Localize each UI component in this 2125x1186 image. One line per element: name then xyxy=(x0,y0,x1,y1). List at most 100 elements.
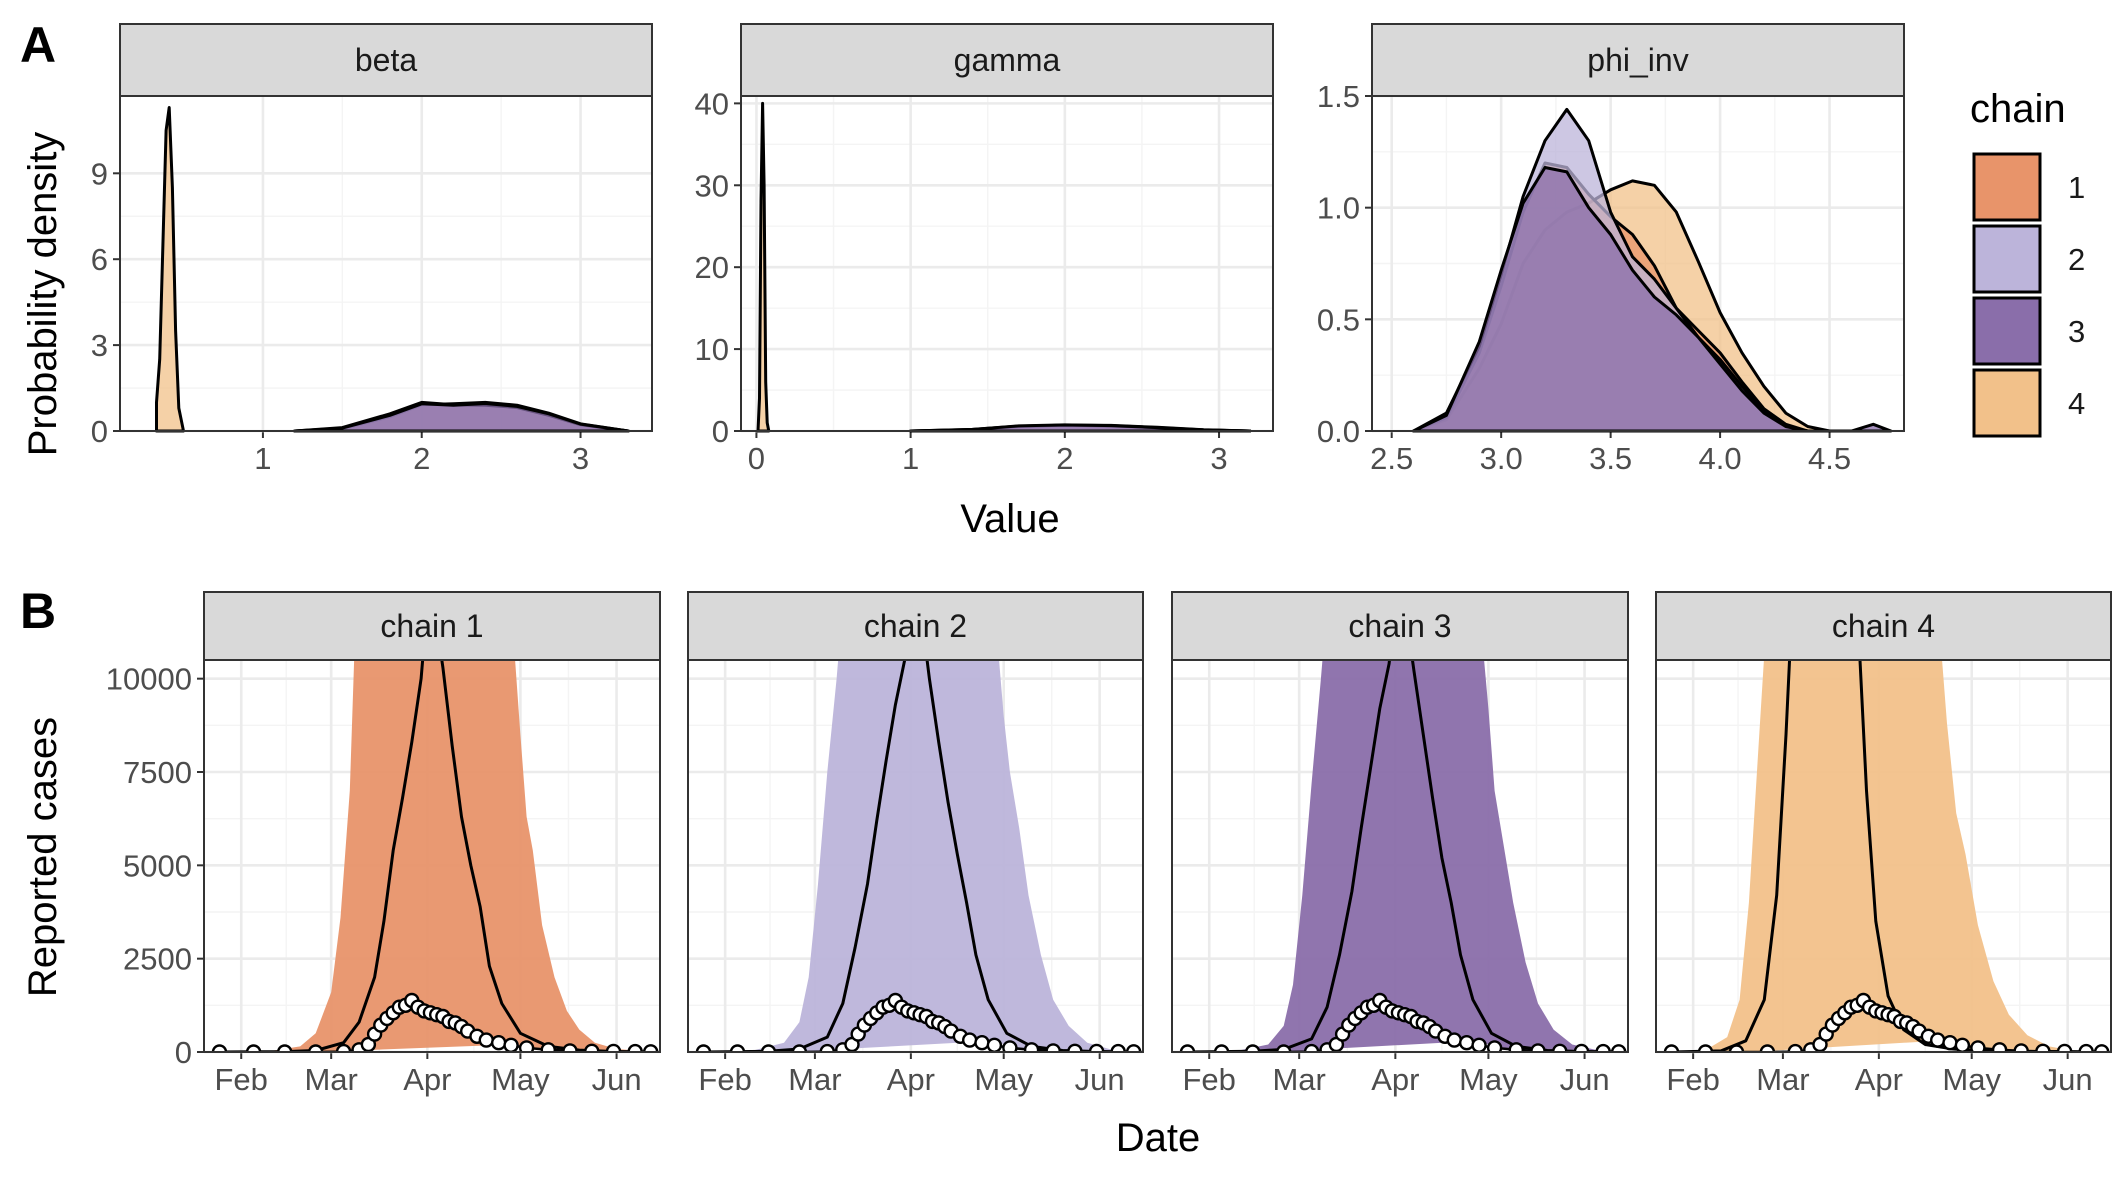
cases-facet-chain-1: Feb Mar Apr May Jun 0 2500 5000 7500 10000 chain 1 xyxy=(106,591,661,1097)
panel-a-y-axis-title: Probability density xyxy=(21,132,65,457)
x-tick-label: Apr xyxy=(1371,1062,1419,1097)
density-area-chain-3 xyxy=(293,402,630,433)
y-tick-label: 2500 xyxy=(123,942,192,977)
chain-legend: chain 1 2 3 4 xyxy=(1970,87,2085,438)
x-tick-label: Feb xyxy=(1666,1062,1719,1097)
x-tick-label: Feb xyxy=(215,1062,268,1097)
panel-a-x-axis-title: Value xyxy=(960,497,1059,541)
observed-point xyxy=(1486,1040,1503,1052)
x-tick-label: Apr xyxy=(403,1062,451,1097)
observed-point xyxy=(491,1034,507,1051)
legend-key-chain-2 xyxy=(1972,224,2042,294)
density-facet-phi_inv: 2.5 3.0 3.5 4.0 4.5 0.0 0.5 1.0 1.5 phi_inv xyxy=(1317,23,1905,476)
observed-point xyxy=(1728,1044,1745,1052)
observed-point xyxy=(1759,1044,1776,1052)
observed-point xyxy=(1954,1037,1971,1052)
x-tick-label: Mar xyxy=(1756,1062,1809,1097)
observed-point xyxy=(540,1042,556,1052)
x-tick-label: 3.0 xyxy=(1480,441,1523,476)
density-area-chain-4 xyxy=(155,106,185,433)
y-tick-label: 7500 xyxy=(123,755,192,790)
y-tick-label: 1.5 xyxy=(1317,79,1360,114)
facet-strip xyxy=(687,591,1144,661)
x-tick-label: May xyxy=(1459,1062,1518,1097)
x-tick-label: 1 xyxy=(902,441,919,476)
observed-point xyxy=(1929,1032,1946,1048)
x-tick-label: Apr xyxy=(1855,1062,1903,1097)
facet-strip-label: chain 2 xyxy=(864,608,967,644)
observed-point xyxy=(518,1040,535,1052)
facet-strip xyxy=(203,591,661,661)
x-tick-label: 3 xyxy=(1210,441,1227,476)
observed-point xyxy=(1970,1040,1986,1052)
panel-b-y-axis-title: Reported cases xyxy=(21,717,65,997)
y-tick-label: 0.0 xyxy=(1317,414,1360,449)
x-tick-label: Jun xyxy=(592,1062,642,1097)
observed-point xyxy=(277,1044,293,1052)
x-tick-label: Jun xyxy=(2043,1062,2093,1097)
facet-strip xyxy=(1371,23,1905,97)
legend-label-chain-2: 2 xyxy=(2068,242,2085,277)
x-tick-label: Feb xyxy=(1183,1062,1236,1097)
observed-point xyxy=(1471,1037,1487,1052)
legend-label-chain-1: 1 xyxy=(2068,170,2085,205)
observed-point xyxy=(478,1032,494,1048)
y-tick-label: 0 xyxy=(91,414,108,449)
prediction-band-chain-4 xyxy=(1671,660,2102,1052)
x-tick-label: 1 xyxy=(254,441,271,476)
facet-plot-area xyxy=(211,660,659,1052)
x-tick-label: Apr xyxy=(887,1062,935,1097)
observed-point xyxy=(760,1044,777,1052)
observed-point xyxy=(1276,1044,1292,1052)
facet-strip xyxy=(740,23,1274,97)
facet-strip-label: chain 4 xyxy=(1832,608,1935,644)
y-tick-label: 20 xyxy=(695,250,729,285)
prediction-band-chain-1 xyxy=(219,660,651,1052)
x-tick-label: Jun xyxy=(1560,1062,1610,1097)
y-tick-label: 0 xyxy=(712,414,729,449)
facet-plot-area xyxy=(1663,660,2110,1052)
observed-point xyxy=(1023,1042,1040,1052)
panel-b-x-axis-title: Date xyxy=(1116,1116,1201,1160)
x-tick-label: 2.5 xyxy=(1370,441,1413,476)
observed-point xyxy=(1942,1034,1958,1051)
panel-tag-b: B xyxy=(20,583,56,639)
observed-point xyxy=(695,1044,712,1052)
cases-facet-chain-3: Feb Mar Apr May Jun chain 3 xyxy=(1171,591,1629,1097)
x-tick-label: Mar xyxy=(304,1062,357,1097)
panel-tag-a: A xyxy=(20,17,56,73)
x-tick-label: May xyxy=(491,1062,550,1097)
observed-point xyxy=(1663,1044,1680,1052)
median-line-chain-3 xyxy=(1187,660,1619,1052)
density-area-chain-4 xyxy=(756,101,771,433)
observed-point xyxy=(1697,1044,1714,1052)
observed-point xyxy=(1213,1044,1230,1052)
y-tick-label: 10 xyxy=(695,332,729,367)
legend-title: chain xyxy=(1970,87,2066,131)
observed-point xyxy=(1179,1044,1196,1052)
observed-point xyxy=(986,1037,1003,1052)
x-tick-label: 3 xyxy=(572,441,589,476)
x-tick-label: Jun xyxy=(1075,1062,1125,1097)
facet-strip-label: phi_inv xyxy=(1587,42,1688,78)
observed-point xyxy=(1508,1042,1524,1052)
facet-strip xyxy=(119,23,653,97)
y-tick-label: 10000 xyxy=(106,662,192,697)
observed-point xyxy=(1530,1043,1546,1052)
facet-strip-label: chain 3 xyxy=(1348,608,1451,644)
observed-point xyxy=(503,1037,519,1052)
observed-point xyxy=(974,1034,990,1051)
panel-b-reported-cases: Feb Mar Apr May Jun 0 2500 5000 7500 10000 chain 1… xyxy=(106,591,2112,1097)
y-tick-label: 30 xyxy=(695,168,729,203)
facet-strip xyxy=(1171,591,1629,661)
legend-key-chain-3 xyxy=(1972,296,2042,366)
observed-point xyxy=(1991,1042,2008,1052)
observed-point xyxy=(962,1032,978,1048)
density-facet-beta: 1 2 3 0 3 6 9 beta xyxy=(91,23,653,476)
observed-point xyxy=(2013,1043,2029,1052)
x-tick-label: 0 xyxy=(748,441,765,476)
observed-point xyxy=(729,1044,746,1052)
